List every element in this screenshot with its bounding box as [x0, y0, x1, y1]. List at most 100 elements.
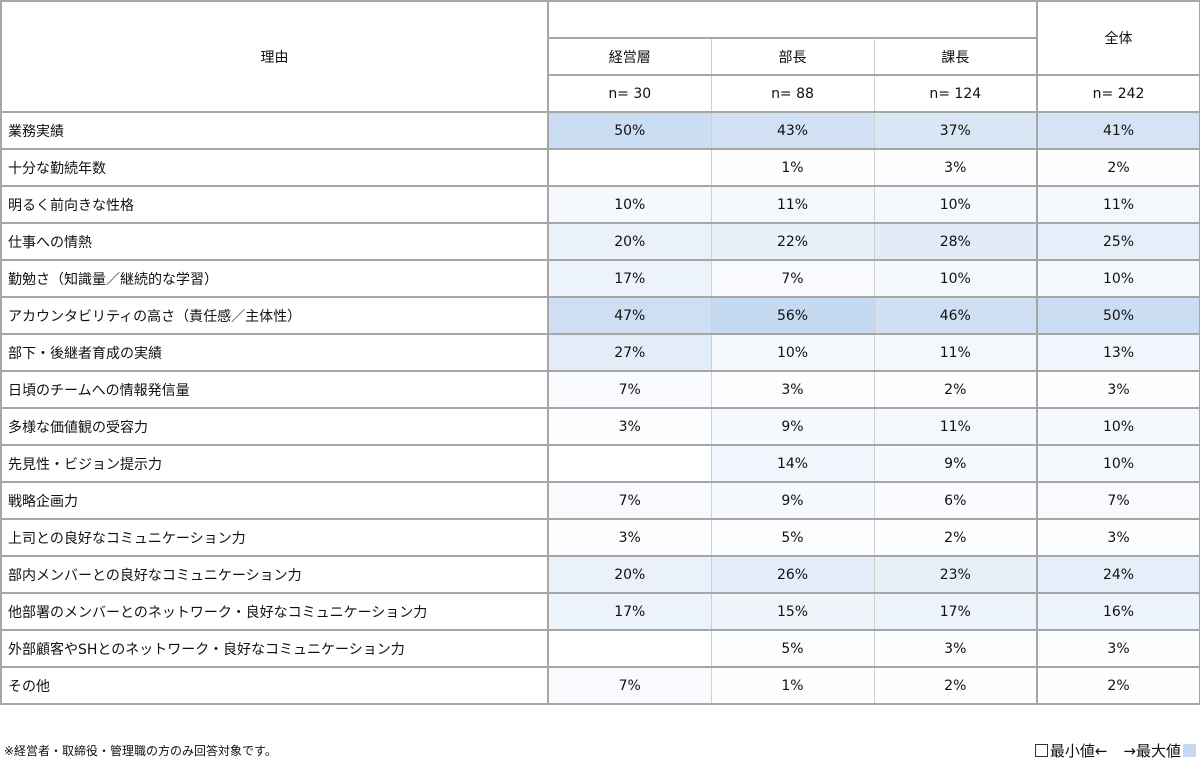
value-cell: 11% [873, 333, 1038, 372]
reason-label: 先見性・ビジョン提示力 [0, 444, 549, 483]
reason-label: 多様な価値観の受容力 [0, 407, 549, 446]
value-cell: 2% [873, 666, 1038, 705]
table-row: 先見性・ビジョン提示力 14% 9% 10% [0, 444, 1200, 483]
value-cell: 20% [547, 222, 712, 261]
table-row: アカウンタビリティの高さ（責任感／主体性） 47% 56% 46% 50% [0, 296, 1200, 335]
value-cell: 3% [547, 518, 712, 557]
reason-label: 他部署のメンバーとのネットワーク・良好なコミュニケーション力 [0, 592, 549, 631]
legend-min-label: 最小値← [1049, 742, 1108, 760]
reason-label: 戦略企画力 [0, 481, 549, 520]
value-cell: 1% [710, 148, 875, 187]
value-cell: 50% [1036, 296, 1200, 335]
table-row: 仕事への情熱 20% 22% 28% 25% [0, 222, 1200, 261]
value-cell: 10% [1036, 407, 1200, 446]
legend-max-swatch [1183, 744, 1196, 757]
value-cell: 2% [873, 370, 1038, 409]
value-cell: 9% [710, 481, 875, 520]
reason-label: 業務実績 [0, 111, 549, 150]
value-cell: 2% [1036, 148, 1200, 187]
value-cell: 50% [547, 111, 712, 150]
value-cell: 15% [710, 592, 875, 631]
value-cell: 47% [547, 296, 712, 335]
value-cell: 28% [873, 222, 1038, 261]
value-cell: 22% [710, 222, 875, 261]
value-cell: 3% [873, 629, 1038, 668]
results-table: 理由 全体 経営層 部長 課長 n= 30 n= 88 n= 124 n= 242 業務実… [0, 0, 1200, 705]
value-cell: 10% [1036, 444, 1200, 483]
value-cell: 7% [547, 666, 712, 705]
column-header: 部長 [710, 37, 875, 76]
value-cell: 23% [873, 555, 1038, 594]
reason-label: 十分な勤続年数 [0, 148, 549, 187]
value-cell: 46% [873, 296, 1038, 335]
value-cell: 43% [710, 111, 875, 150]
value-cell: 3% [1036, 518, 1200, 557]
value-cell: 24% [1036, 555, 1200, 594]
value-cell: 37% [873, 111, 1038, 150]
table-row: 上司との良好なコミュニケーション力 3% 5% 2% 3% [0, 518, 1200, 557]
table-row: 部下・後継者育成の実績 27% 10% 11% 13% [0, 333, 1200, 372]
table-row: 戦略企画力 7% 9% 6% 7% [0, 481, 1200, 520]
column-header: 経営層 [547, 37, 712, 76]
value-cell: 6% [873, 481, 1038, 520]
value-cell: 7% [547, 481, 712, 520]
footnote: ※経営者・取締役・管理職の方のみ回答対象です。 [4, 744, 277, 758]
value-cell: 26% [710, 555, 875, 594]
value-cell [547, 629, 712, 668]
value-cell: 13% [1036, 333, 1200, 372]
reason-label: アカウンタビリティの高さ（責任感／主体性） [0, 296, 549, 335]
value-cell: 27% [547, 333, 712, 372]
value-cell: 25% [1036, 222, 1200, 261]
value-cell: 2% [873, 518, 1038, 557]
value-cell: 1% [710, 666, 875, 705]
value-cell: 7% [1036, 481, 1200, 520]
sample-size: n= 242 [1036, 74, 1200, 113]
value-cell: 3% [710, 370, 875, 409]
sample-size: n= 30 [547, 74, 712, 113]
reason-label: 部内メンバーとの良好なコミュニケーション力 [0, 555, 549, 594]
value-cell: 3% [1036, 629, 1200, 668]
value-cell: 11% [873, 407, 1038, 446]
table-row: 日頃のチームへの情報発信量 7% 3% 2% 3% [0, 370, 1200, 409]
value-cell: 3% [873, 148, 1038, 187]
value-cell: 3% [1036, 370, 1200, 409]
table-row: 部内メンバーとの良好なコミュニケーション力 20% 26% 23% 24% [0, 555, 1200, 594]
legend-min-swatch [1034, 744, 1048, 757]
value-cell: 10% [710, 333, 875, 372]
reason-label: 日頃のチームへの情報発信量 [0, 370, 549, 409]
value-cell: 14% [710, 444, 875, 483]
reason-label: 仕事への情熱 [0, 222, 549, 261]
total-header: 全体 [1036, 0, 1200, 76]
reason-header: 理由 [0, 0, 549, 113]
value-cell: 11% [710, 185, 875, 224]
value-cell: 20% [547, 555, 712, 594]
value-cell: 10% [873, 185, 1038, 224]
value-cell [547, 444, 712, 483]
value-cell: 3% [547, 407, 712, 446]
value-cell: 17% [547, 592, 712, 631]
sample-size: n= 88 [710, 74, 875, 113]
table-row: 多様な価値観の受容力 3% 9% 11% 10% [0, 407, 1200, 446]
reason-label: 明るく前向きな性格 [0, 185, 549, 224]
table-row: 十分な勤続年数 1% 3% 2% [0, 148, 1200, 187]
value-cell: 41% [1036, 111, 1200, 150]
reason-label: 勤勉さ（知識量／継続的な学習） [0, 259, 549, 298]
table-row: 外部顧客やSHとのネットワーク・良好なコミュニケーション力 5% 3% 3% [0, 629, 1200, 668]
reason-label: その他 [0, 666, 549, 705]
color-legend: 最小値← →最大値 [1034, 740, 1196, 761]
value-cell: 9% [710, 407, 875, 446]
value-cell: 2% [1036, 666, 1200, 705]
value-cell: 10% [547, 185, 712, 224]
value-cell: 5% [710, 518, 875, 557]
value-cell: 17% [547, 259, 712, 298]
value-cell: 16% [1036, 592, 1200, 631]
column-header: 課長 [873, 37, 1038, 76]
table-row: 明るく前向きな性格 10% 11% 10% 11% [0, 185, 1200, 224]
value-cell: 17% [873, 592, 1038, 631]
value-cell [547, 148, 712, 187]
group-header-blank [546, 0, 1039, 39]
value-cell: 10% [1036, 259, 1200, 298]
table-row: 勤勉さ（知識量／継続的な学習） 17% 7% 10% 10% [0, 259, 1200, 298]
sample-size: n= 124 [873, 74, 1038, 113]
value-cell: 5% [710, 629, 875, 668]
